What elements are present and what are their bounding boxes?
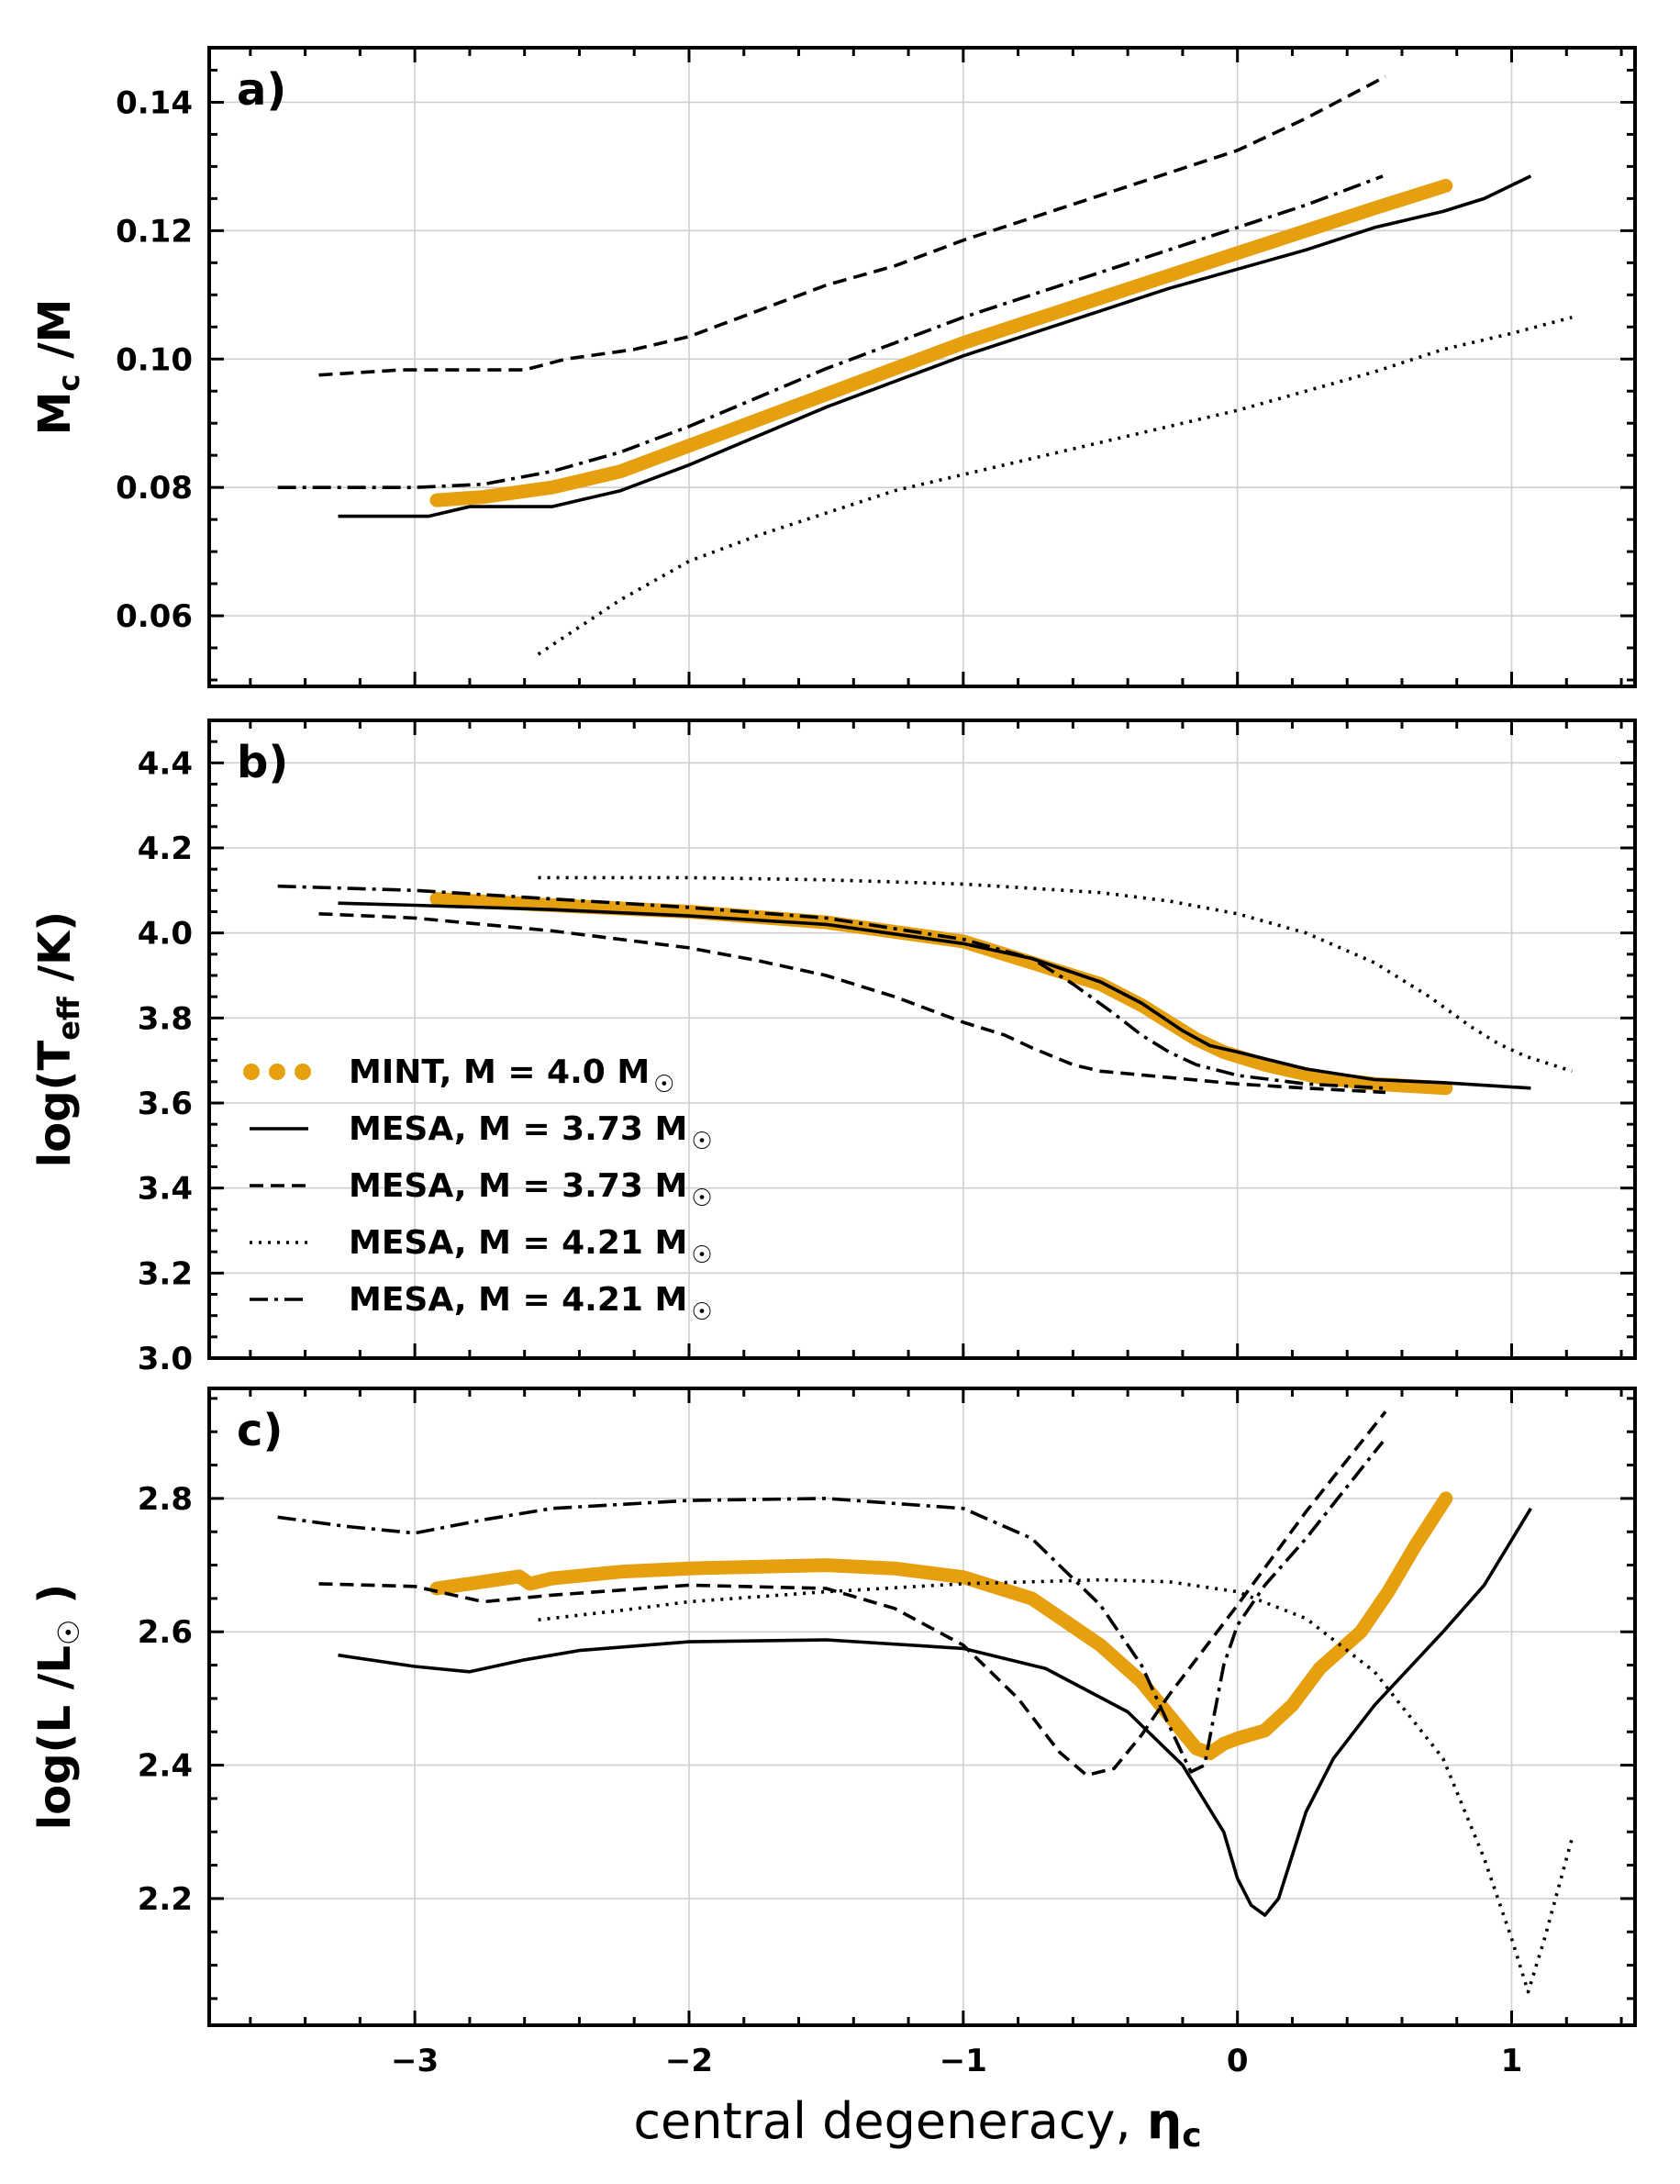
series-solid-line: [338, 174, 1532, 518]
legend-mint-marker: [243, 1064, 260, 1080]
y-tick-label: 2.2: [138, 1881, 193, 1918]
y-tick-label: 0.12: [116, 213, 193, 250]
y-tick-label: 3.0: [138, 1341, 193, 1377]
x-tick-label: 1: [1501, 2043, 1523, 2079]
y-tick-label: 2.8: [138, 1481, 193, 1518]
series-dashdot-line: [277, 884, 1384, 1090]
series-dashed-line: [318, 912, 1386, 1095]
y-tick-label: 4.2: [138, 830, 193, 867]
series-dotted-line: [538, 1577, 1574, 1994]
y-tick-label: 3.4: [138, 1171, 193, 1208]
y-tick-label: 2.4: [138, 1748, 193, 1785]
y-tick-label: 2.6: [138, 1614, 193, 1651]
x-tick-label: 0: [1227, 2043, 1249, 2079]
y-axis-title: log(Teff /K): [29, 911, 86, 1167]
series-mint-line: [429, 892, 1453, 1096]
panel-label: b): [237, 737, 288, 788]
y-tick-label: 3.6: [138, 1086, 193, 1122]
y-tick-label: 0.10: [116, 341, 193, 378]
panel-b: 3.0 3.2 3.4 3.6 3.8 4.0 4.2 4.4 b) log(Teff /K) MI…: [29, 719, 1637, 1377]
y-axis-title: Mc /M: [29, 299, 86, 436]
legend-entry-label: MESA, M = 4.21 M ☉: [349, 1281, 713, 1326]
legend-entry-label: MINT, M = 4.0 M ☉: [349, 1053, 674, 1098]
series-dotted-line: [537, 316, 1573, 656]
y-tick-label: 4.0: [138, 916, 193, 953]
series-solid-line: [338, 1507, 1532, 1917]
y-tick-label: 0.06: [116, 598, 193, 635]
y-tick-label: 3.8: [138, 1000, 193, 1037]
x-tick-label: −3: [391, 2043, 439, 2079]
series-mint-line: [429, 1491, 1453, 1760]
legend-entry-label: MESA, M = 4.21 M ☉: [349, 1224, 713, 1269]
legend-entry-label: MESA, M = 3.73 M ☉: [349, 1110, 713, 1155]
x-axis-title: central degeneracy, ηc: [633, 2092, 1201, 2155]
y-tick-label: 0.14: [116, 84, 193, 121]
series-mint-line: [429, 178, 1453, 507]
panel-c: 2.2 2.4 2.6 2.8 −3 −2 −1 0 1 c) log(L /L☉ ): [29, 1387, 1637, 2079]
plot-frame: [207, 46, 1637, 688]
series-solid-line: [338, 901, 1531, 1090]
series-dashdot-line: [277, 174, 1384, 489]
series-dashed-line: [318, 1410, 1387, 1777]
y-axis-title: log(L /L☉ ): [29, 1584, 86, 1830]
x-tick-label: −1: [940, 2043, 987, 2079]
panel-a: 0.06 0.08 0.10 0.12 0.14 a) Mc /M: [29, 46, 1637, 688]
plot-frame: [207, 1387, 1637, 2027]
y-tick-label: 3.2: [138, 1255, 193, 1292]
series-dashed-line: [318, 74, 1386, 377]
legend-mint-marker: [269, 1064, 285, 1080]
panel-label: c): [237, 1405, 283, 1456]
y-tick-label: 4.4: [138, 745, 193, 782]
y-tick-label: 0.08: [116, 470, 193, 507]
legend-entry-label: MESA, M = 3.73 M ☉: [349, 1167, 713, 1212]
panel-label: a): [237, 64, 286, 116]
legend: MINT, M = 4.0 M ☉ MESA, M = 3.73 M ☉ MESA, M…: [243, 1053, 713, 1326]
x-tick-label: −2: [665, 2043, 713, 2079]
legend-mint-marker: [295, 1064, 311, 1080]
